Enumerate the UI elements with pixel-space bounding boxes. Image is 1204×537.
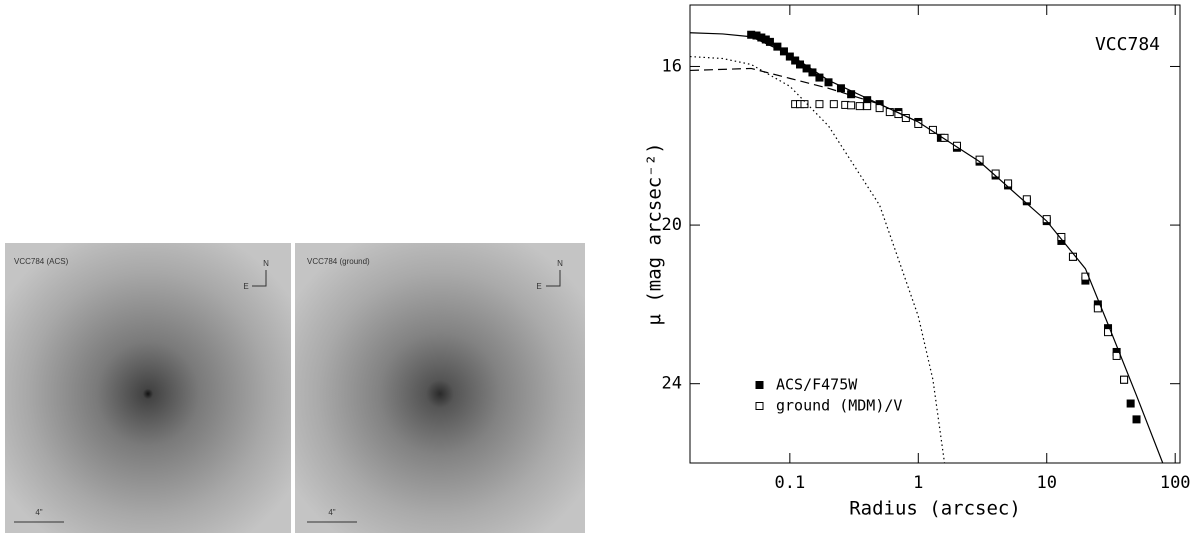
- image-panel: VCC784 (ground) N E 4": [295, 243, 585, 533]
- compass: [546, 270, 561, 287]
- image-title: VCC784 (ground): [307, 257, 370, 266]
- x-tick-label: 100: [1160, 473, 1191, 493]
- data-point: [1004, 179, 1013, 188]
- x-axis-label: Radius (arcsec): [849, 498, 1021, 520]
- data-point: [928, 125, 937, 134]
- data-point: [815, 100, 824, 109]
- data-point: [1042, 215, 1051, 224]
- data-point: [1120, 375, 1129, 384]
- x-tick-label: 0.1: [774, 473, 805, 493]
- data-point: [847, 101, 856, 110]
- y-tick-label: 16: [662, 56, 682, 76]
- y-tick-label: 20: [662, 215, 682, 235]
- data-point: [863, 102, 872, 111]
- x-tick-label: 10: [1037, 473, 1057, 493]
- y-tick-label: 24: [662, 374, 682, 394]
- model-curve: [689, 67, 919, 123]
- data-point: [855, 102, 864, 111]
- legend-label: ground (MDM)/V: [776, 397, 902, 415]
- compass: [252, 270, 267, 287]
- image-panel: VCC784 (ACS) N E 4": [5, 243, 291, 533]
- scale-label: 4": [35, 508, 42, 517]
- data-point: [952, 141, 961, 150]
- scale-label: 4": [328, 508, 335, 517]
- galaxy-image: [5, 243, 291, 533]
- east-label: E: [536, 282, 541, 291]
- galaxy-image: [295, 243, 585, 533]
- data-point: [1132, 415, 1141, 424]
- x-tick-label: 1: [913, 473, 923, 493]
- data-point: [1057, 232, 1066, 241]
- north-label: N: [557, 259, 563, 268]
- data-point: [940, 133, 949, 142]
- y-axis-label: μ (mag arcsec⁻²): [644, 142, 666, 325]
- east-label: E: [243, 282, 248, 291]
- legend-marker: [755, 381, 764, 389]
- data-point: [829, 100, 838, 109]
- data-point: [1126, 399, 1135, 408]
- legend-label: ACS/F475W: [776, 376, 858, 394]
- panel-label: VCC784: [1095, 34, 1160, 55]
- legend-marker: [755, 402, 764, 410]
- north-label: N: [263, 259, 269, 268]
- image-title: VCC784 (ACS): [14, 257, 69, 266]
- data-point: [815, 73, 824, 82]
- model-curve: [689, 32, 1164, 464]
- plot-frame: [689, 4, 1181, 464]
